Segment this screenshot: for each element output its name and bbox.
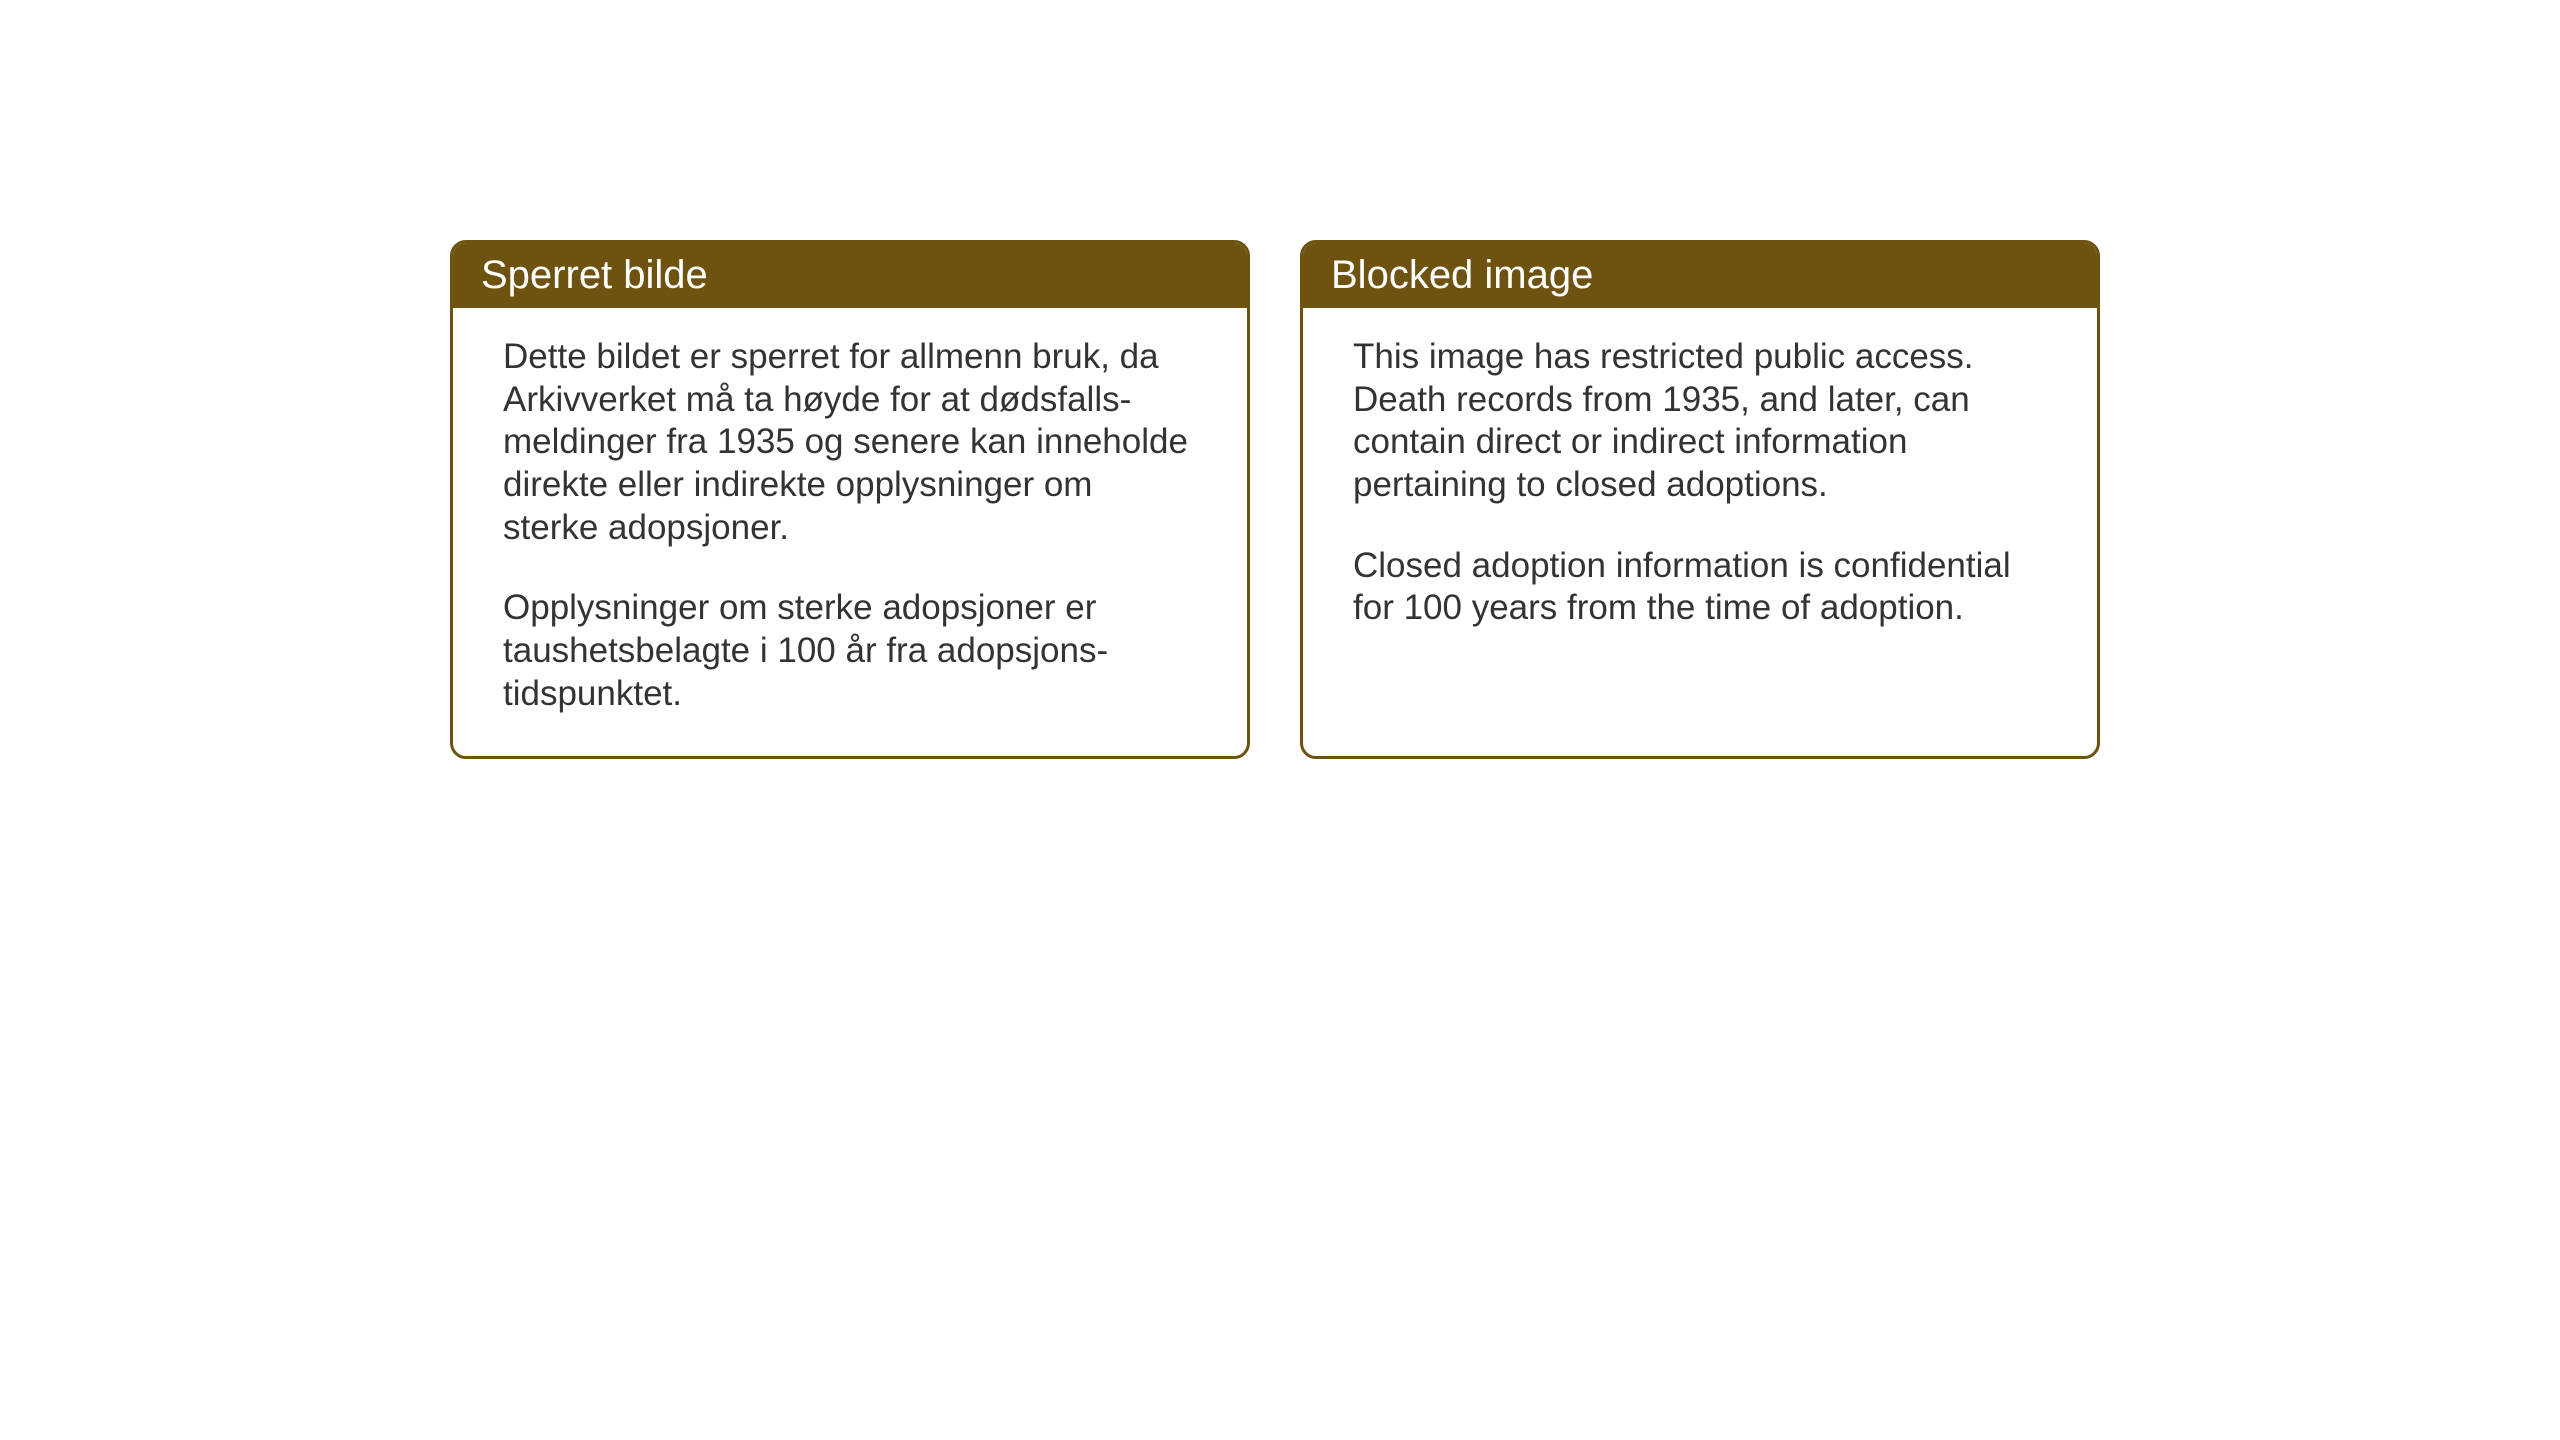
english-paragraph-2: Closed adoption information is confident…: [1353, 545, 2047, 630]
english-card-title: Blocked image: [1303, 243, 2097, 308]
norwegian-card-body: Dette bildet er sperret for allmenn bruk…: [453, 308, 1247, 756]
norwegian-card-title: Sperret bilde: [453, 243, 1247, 308]
norwegian-paragraph-2: Opplysninger om sterke adopsjoner er tau…: [503, 587, 1197, 715]
english-paragraph-1: This image has restricted public access.…: [1353, 336, 2047, 507]
english-card-body: This image has restricted public access.…: [1303, 308, 2097, 670]
notice-container: Sperret bilde Dette bildet er sperret fo…: [450, 240, 2100, 759]
norwegian-notice-card: Sperret bilde Dette bildet er sperret fo…: [450, 240, 1250, 759]
english-notice-card: Blocked image This image has restricted …: [1300, 240, 2100, 759]
norwegian-paragraph-1: Dette bildet er sperret for allmenn bruk…: [503, 336, 1197, 549]
